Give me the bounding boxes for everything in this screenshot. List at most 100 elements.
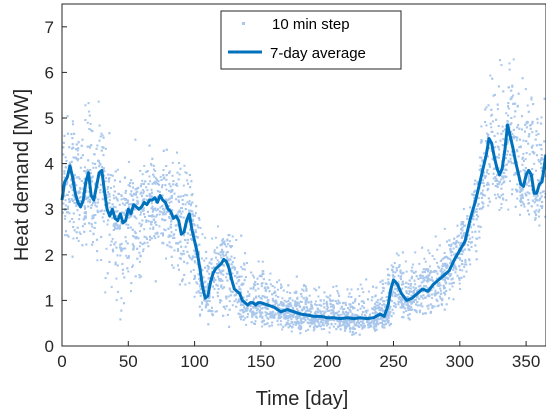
scatter-point (442, 271, 445, 274)
scatter-point (362, 291, 365, 294)
scatter-point (331, 299, 334, 302)
scatter-point (106, 202, 109, 204)
scatter-point (401, 287, 404, 290)
scatter-point (151, 210, 154, 213)
scatter-point (184, 245, 187, 248)
scatter-point (373, 326, 376, 329)
scatter-point (242, 282, 245, 285)
scatter-point (357, 319, 360, 322)
scatter-point (407, 293, 410, 295)
scatter-point (534, 216, 537, 219)
scatter-point (320, 319, 323, 322)
scatter-point (233, 268, 236, 271)
scatter-point (182, 216, 185, 219)
scatter-point (122, 197, 125, 200)
scatter-point (126, 199, 129, 202)
scatter-point (191, 238, 194, 241)
scatter-point (264, 311, 267, 314)
scatter-point (295, 318, 298, 321)
scatter-point (483, 177, 486, 179)
scatter-point (434, 289, 437, 292)
scatter-point (436, 284, 439, 287)
scatter-point (75, 157, 78, 160)
scatter-point (497, 85, 500, 88)
scatter-point (410, 290, 413, 293)
scatter-point (194, 235, 197, 238)
scatter-point (347, 295, 350, 298)
scatter-point (399, 270, 402, 273)
scatter-point (443, 252, 446, 254)
scatter-point (141, 173, 144, 176)
scatter-point (479, 141, 482, 144)
scatter-point (472, 223, 475, 226)
scatter-point (64, 156, 67, 159)
scatter-point (383, 305, 386, 308)
scatter-point (192, 269, 195, 271)
scatter-point (484, 175, 487, 178)
scatter-point (149, 180, 152, 183)
scatter-point (243, 263, 246, 266)
scatter-point (168, 216, 171, 218)
scatter-point (444, 280, 447, 283)
scatter-point (524, 88, 527, 91)
scatter-point (521, 77, 524, 80)
scatter-point (434, 235, 437, 238)
scatter-point (405, 291, 408, 294)
scatter-point (105, 194, 108, 196)
scatter-point (286, 291, 289, 294)
scatter-point (290, 330, 293, 333)
scatter-point (78, 190, 81, 193)
scatter-point (145, 198, 148, 201)
scatter-point (289, 324, 291, 327)
scatter-point (140, 223, 143, 226)
scatter-point (346, 325, 349, 328)
scatter-point (371, 308, 374, 311)
scatter-point (215, 256, 217, 259)
scatter-point (300, 325, 303, 328)
scatter-point (98, 139, 101, 142)
scatter-point (376, 298, 379, 301)
scatter-point (159, 175, 162, 178)
scatter-point (455, 268, 458, 271)
scatter-point (165, 148, 168, 151)
scatter-point (150, 164, 153, 167)
scatter-point (170, 195, 173, 197)
scatter-point (296, 297, 299, 300)
scatter-point (100, 132, 103, 135)
scatter-point (178, 162, 180, 164)
scatter-point (77, 147, 80, 150)
scatter-point (516, 126, 519, 129)
scatter-point (284, 312, 287, 315)
scatter-point (489, 122, 492, 125)
scatter-point (175, 183, 177, 186)
scatter-point (445, 266, 448, 269)
scatter-point (398, 265, 401, 268)
scatter-point (266, 305, 269, 308)
scatter-point (413, 279, 416, 282)
scatter-point (496, 108, 499, 111)
scatter-point (168, 234, 171, 237)
scatter-point (176, 171, 179, 174)
scatter-point (390, 264, 393, 267)
scatter-point (145, 236, 148, 239)
scatter-point (365, 311, 368, 314)
scatter-point (486, 181, 489, 184)
scatter-point (161, 184, 164, 186)
scatter-point (172, 234, 175, 237)
scatter-point (231, 290, 234, 293)
scatter-point (539, 179, 542, 182)
scatter-point (158, 225, 161, 228)
scatter-point (222, 264, 225, 266)
scatter-point (161, 211, 164, 214)
scatter-point (409, 284, 412, 287)
scatter-point (133, 192, 135, 195)
scatter-point (465, 263, 468, 266)
scatter-point (312, 329, 315, 332)
scatter-point (531, 122, 534, 125)
scatter-point (439, 284, 442, 287)
scatter-point (524, 167, 527, 169)
scatter-point (489, 74, 492, 77)
scatter-point (175, 198, 178, 201)
scatter-point (381, 304, 384, 307)
scatter-point (135, 202, 138, 205)
